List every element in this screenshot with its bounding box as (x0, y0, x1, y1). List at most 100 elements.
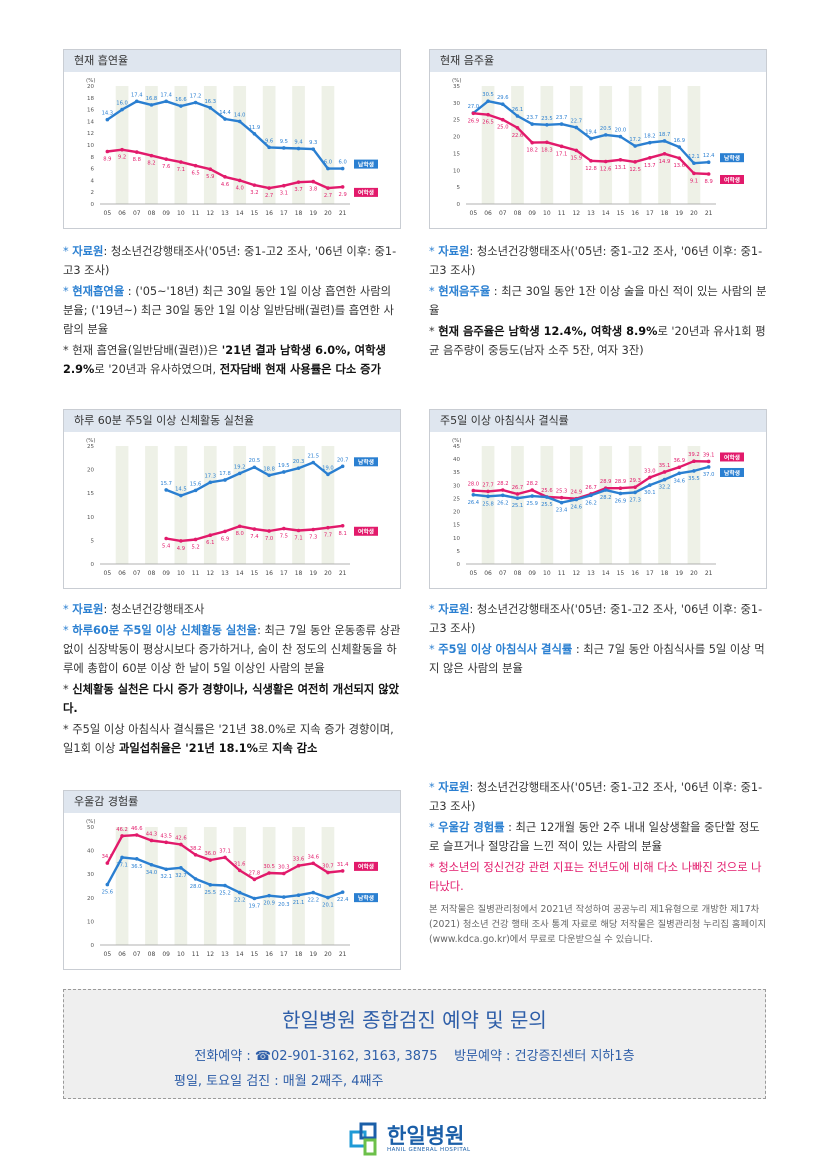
legend-tag (720, 452, 744, 462)
data-point (662, 470, 667, 474)
data-label: 12.5 (629, 167, 641, 173)
x-tick-label: 17 (646, 570, 654, 577)
data-point (574, 125, 579, 130)
data-label: 25.2 (219, 891, 231, 897)
x-tick-label: 09 (162, 951, 170, 958)
data-label: 46.2 (116, 827, 128, 833)
y-axis-label: (%) (86, 78, 96, 84)
x-tick-label: 08 (148, 951, 156, 958)
data-label: 25.6 (102, 890, 114, 896)
x-tick-label: 21 (339, 951, 347, 958)
data-point (134, 99, 139, 104)
data-label: 26.2 (585, 500, 597, 506)
data-label: 23.7 (526, 115, 538, 121)
data-point (662, 139, 667, 143)
data-label: 25.1 (512, 503, 524, 509)
data-point (677, 156, 682, 160)
y-tick-label: 6 (91, 167, 95, 173)
x-tick-label: 18 (661, 570, 669, 577)
x-tick-label: 05 (104, 951, 112, 958)
data-point (486, 99, 490, 103)
data-label: 16.8 (146, 96, 158, 102)
y-tick-label: 35 (453, 470, 460, 476)
data-label: 34.6 (307, 854, 319, 860)
data-label: 17.4 (131, 92, 143, 98)
x-tick-label: 08 (514, 570, 522, 577)
data-label: 27.8 (249, 870, 261, 876)
grid-stripe (292, 827, 305, 945)
x-tick-label: 07 (133, 570, 141, 577)
legend-tag (354, 861, 378, 871)
x-tick-label: 08 (148, 210, 156, 217)
data-label: 35.1 (659, 463, 671, 469)
data-label: 37.1 (116, 862, 128, 868)
data-label: 30.3 (278, 864, 290, 870)
data-point (223, 855, 227, 860)
data-label: 30.5 (482, 92, 494, 98)
y-axis-label: (%) (86, 438, 96, 444)
data-label: 20.5 (600, 126, 612, 132)
x-tick-label: 13 (587, 570, 595, 577)
x-tick-label: 10 (543, 570, 551, 577)
data-point (282, 146, 286, 150)
y-tick-label: 25 (87, 444, 94, 450)
data-label: 3.1 (280, 191, 288, 197)
data-point (179, 493, 183, 498)
y-tick-label: 12 (87, 131, 94, 137)
data-point (193, 163, 198, 168)
data-point (677, 465, 682, 470)
legend-label: 여학생 (358, 189, 374, 197)
legend-label: 남학생 (358, 458, 374, 466)
notes-smoking: * 자료원: 청소년건강행태조사('05년: 중1-고2 조사, '06년 이후… (63, 242, 403, 381)
data-point (340, 166, 345, 171)
data-point (618, 491, 623, 496)
data-point (559, 144, 564, 149)
x-tick-label: 11 (192, 570, 200, 577)
grid-stripe (481, 446, 495, 564)
x-tick-label: 09 (528, 570, 536, 577)
grid-stripe (321, 827, 335, 945)
data-point (559, 495, 564, 500)
x-tick-label: 10 (177, 570, 185, 577)
data-label: 18.2 (644, 134, 656, 140)
data-label: 13.1 (615, 165, 627, 171)
data-label: 6.5 (191, 171, 199, 177)
data-point (223, 883, 227, 888)
data-point (618, 134, 623, 139)
x-tick-label: 10 (177, 210, 185, 217)
x-tick-label: 06 (118, 210, 126, 217)
grid-stripe (599, 446, 613, 564)
x-tick-label: 09 (162, 210, 170, 217)
x-tick-label: 18 (661, 210, 669, 217)
y-tick-label: 14 (87, 119, 94, 125)
data-point (164, 867, 168, 872)
x-tick-label: 10 (543, 210, 551, 217)
data-label: 26.2 (497, 500, 509, 506)
data-label: 32.1 (160, 874, 172, 880)
chart-panel-depression: 우울감 경험률 (%) 0 10 20 30 40 50 05 06 07 08 09 10 11 12 13… (63, 790, 401, 970)
data-point (326, 525, 330, 530)
x-tick-label: 09 (528, 210, 536, 217)
y-tick-label: 18 (87, 96, 94, 102)
data-point (296, 146, 301, 151)
data-point (252, 465, 257, 470)
data-label: 42.6 (175, 835, 187, 841)
data-point (326, 895, 330, 900)
x-tick-label: 15 (251, 951, 259, 958)
data-label: 26.9 (615, 498, 627, 504)
x-tick-label: 11 (558, 210, 566, 217)
legend-label: 여학생 (724, 453, 740, 461)
x-tick-label: 13 (221, 951, 229, 958)
note-line: * 현재 흡연율(일반담배(궐련))은 '21년 결과 남학생 6.0%, 여학… (63, 344, 386, 376)
data-point (296, 863, 301, 868)
grid-stripe (174, 827, 188, 945)
data-label: 22.2 (307, 898, 319, 904)
data-point (164, 157, 168, 161)
data-label: 12.4 (703, 153, 715, 159)
chart-title: 하루 60분 주5일 이상 신체활동 실천율 (64, 410, 400, 432)
data-label: 26.5 (482, 120, 494, 126)
data-point (340, 869, 345, 873)
data-label: 35.5 (688, 476, 700, 482)
